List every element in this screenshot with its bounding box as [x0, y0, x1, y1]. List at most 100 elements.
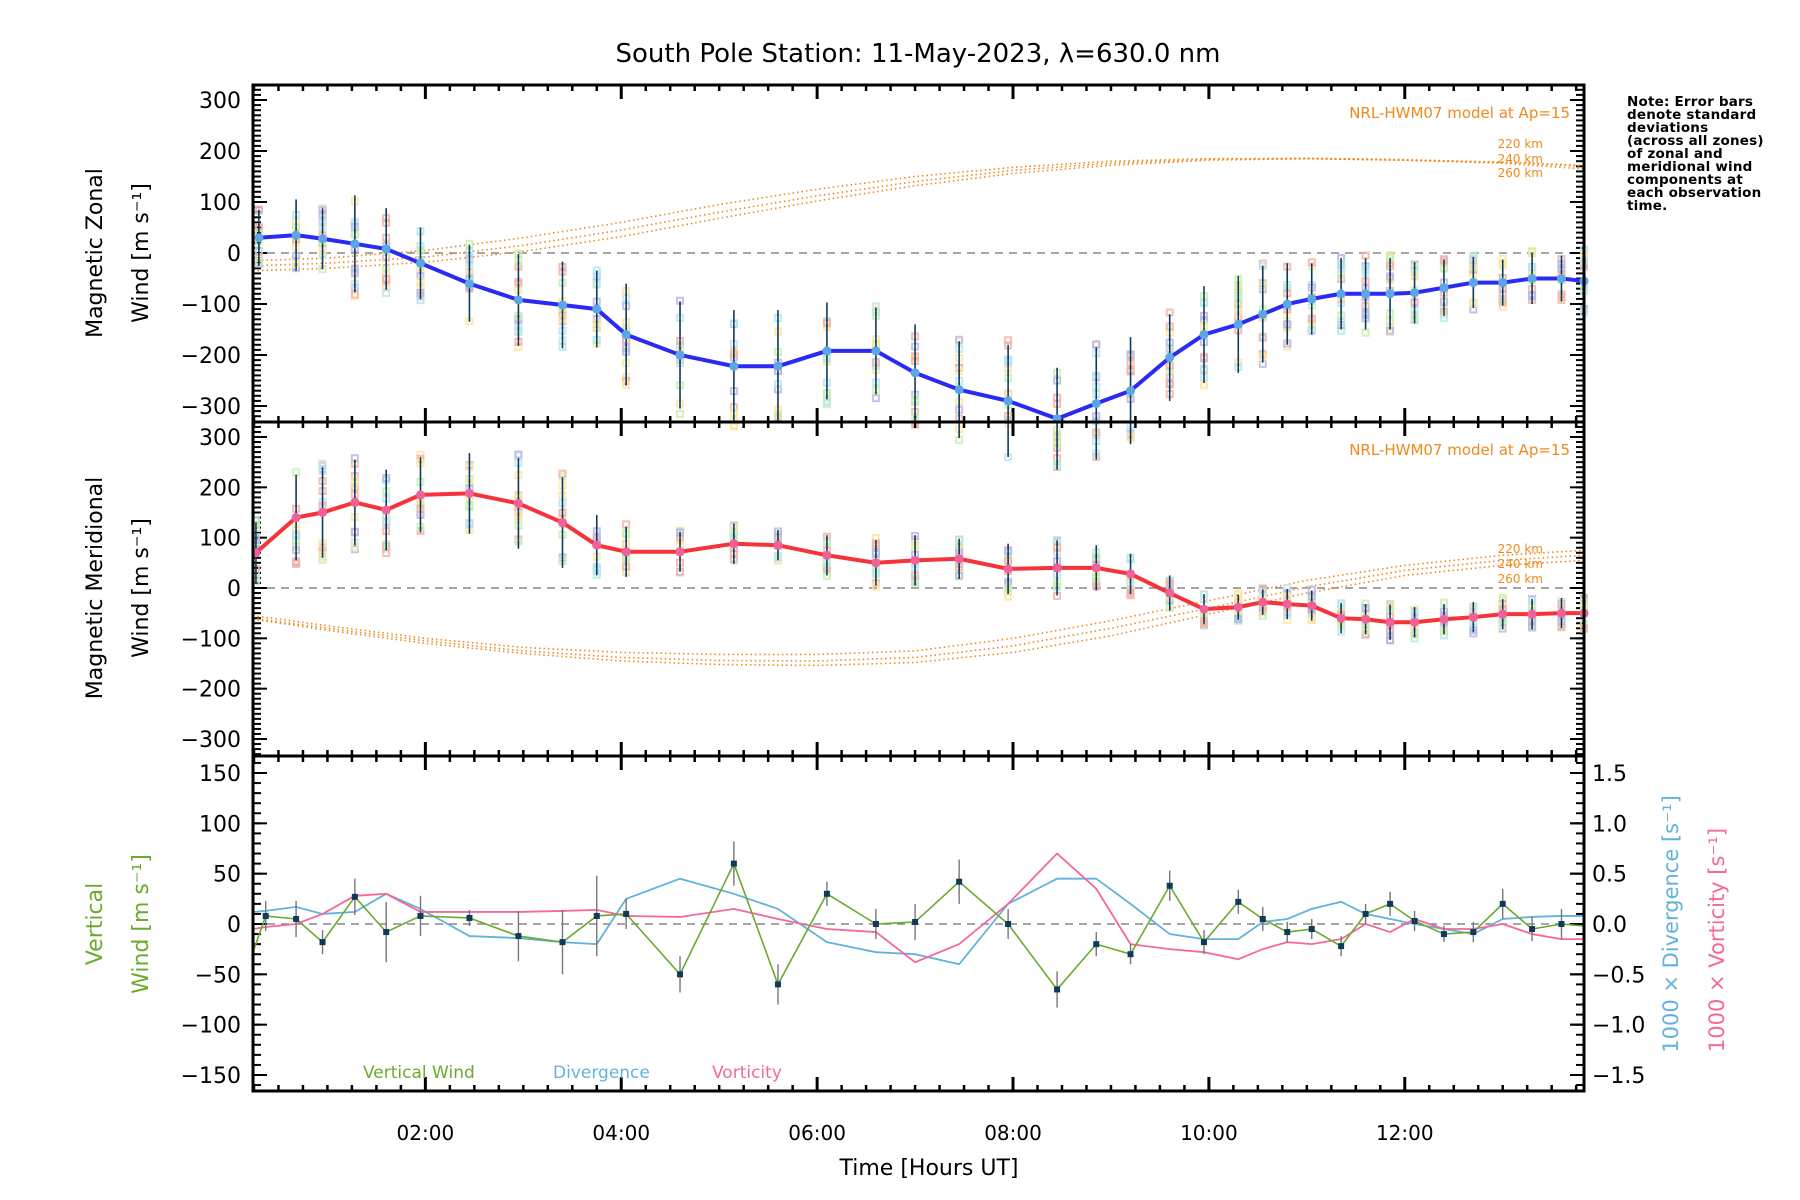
- panel-frame: [251, 754, 1586, 1093]
- model-labels-meridional: NRL-HWM07 model at Ap=15 220 km 240 km 2…: [1349, 441, 1570, 586]
- vertical-wind-point: [1362, 910, 1369, 917]
- wind-data-point: [871, 346, 881, 356]
- legend-vertical-wind: Vertical Wind: [363, 1063, 475, 1083]
- y-tick-label: 100: [199, 191, 241, 216]
- vertical-wind-point: [912, 918, 919, 925]
- y-tick-label: 200: [199, 140, 241, 165]
- zonal-ylabel: Magnetic Zonal Wind [m s⁻¹]: [83, 168, 154, 338]
- legend-vorticity: Vorticity: [712, 1063, 782, 1083]
- wind-data-point: [1468, 612, 1478, 622]
- x-tick-label: 08:00: [984, 1121, 1042, 1145]
- vertical-wind-point: [1005, 921, 1012, 927]
- sample-marker: [822, 398, 831, 407]
- wind-data-point: [1003, 396, 1013, 406]
- y-tick-label: −200: [181, 678, 241, 703]
- vertical-wind-point: [677, 971, 684, 978]
- vertical-wind-point: [1127, 951, 1134, 958]
- sample-marker: [676, 409, 685, 418]
- sample-marker: [318, 459, 327, 468]
- y-tick-label: 300: [199, 89, 241, 114]
- sample-marker: [1004, 336, 1013, 345]
- wind-data-point: [513, 295, 523, 305]
- vertical-wind-point: [623, 910, 630, 917]
- y2-tick-label: −1.0: [1592, 1014, 1645, 1039]
- wind-data-point: [729, 539, 739, 549]
- vertical-wind-point: [1054, 986, 1061, 993]
- x-tick-label: 04:00: [592, 1121, 650, 1145]
- wind-data-point: [1527, 274, 1537, 283]
- wind-data-point: [773, 361, 783, 371]
- wind-data-point: [871, 558, 881, 568]
- y-tick-label: −100: [181, 293, 241, 318]
- y-tick-label: −100: [181, 627, 241, 652]
- wind-data-point: [910, 555, 920, 565]
- vertical-ylabel: Vertical Wind [m s⁻¹]: [83, 854, 154, 994]
- wind-data-point: [1385, 617, 1395, 627]
- wind-data-point: [1361, 614, 1371, 624]
- x-axis-label: Time [Hours UT]: [839, 1156, 1019, 1181]
- y-tick-label: 150: [199, 762, 241, 787]
- x-tick-label: 02:00: [397, 1121, 455, 1145]
- vertical-wind-point: [383, 929, 390, 936]
- model-alt-220-meridional: 220 km: [1498, 542, 1543, 556]
- vertical-wind-point: [774, 981, 781, 988]
- wind-data-point: [1165, 588, 1175, 598]
- model-alt-240-meridional: 240 km: [1498, 557, 1543, 571]
- wind-data-point: [1126, 386, 1136, 396]
- sample-marker: [558, 469, 567, 478]
- divergence-ylabel: 1000 × Divergence [s⁻¹]: [1659, 795, 1683, 1053]
- vertical-wind-point: [559, 939, 566, 946]
- wind-data-point: [350, 497, 360, 507]
- x-tick-label: 10:00: [1180, 1121, 1238, 1145]
- wind-data-point: [1410, 617, 1420, 627]
- wind-data-point: [1336, 613, 1346, 623]
- wind-data-point: [1165, 353, 1175, 363]
- panel-frame: [251, 420, 1586, 758]
- error-bar-note: Note: Error bars denote standard deviati…: [1627, 94, 1764, 214]
- model-curve: [252, 157, 1585, 262]
- vertical-wind-panel: 150 100 50 0 −50 −100 −150 1.5 1.0 0.5 0.0 −0.5 −1.0…: [181, 754, 1645, 1145]
- wind-data-point: [1199, 604, 1209, 614]
- sample-marker: [1361, 328, 1370, 337]
- y-tick-label: 200: [199, 476, 241, 501]
- wind-data-point: [464, 488, 474, 498]
- y-tick-label: 0: [227, 242, 241, 267]
- vertical-wind-point: [823, 890, 830, 897]
- wind-data-point: [1258, 309, 1268, 319]
- vertical-ylabel-line1: Vertical: [83, 883, 108, 965]
- y-tick-label: −300: [181, 395, 241, 420]
- sample-marker: [622, 520, 631, 529]
- wind-data-point: [415, 490, 425, 500]
- vorticity-ylabel: 1000 × Vorticity [s⁻¹]: [1705, 828, 1729, 1052]
- zonal-ylabel-line2: Wind [m s⁻¹]: [129, 183, 154, 323]
- vertical-wind-point: [1259, 915, 1266, 922]
- meridional-ylabel-line2: Wind [m s⁻¹]: [129, 518, 154, 658]
- wind-data-point: [464, 279, 474, 289]
- sample-marker: [382, 289, 391, 298]
- wind-data-point: [381, 505, 391, 515]
- wind-data-point: [729, 361, 739, 371]
- y2-tick-label: 0.0: [1592, 913, 1627, 938]
- wind-data-point: [592, 540, 602, 550]
- wind-data-point: [291, 230, 301, 240]
- vertical-wind-point: [1235, 898, 1242, 905]
- vertical-wind-point: [872, 921, 879, 927]
- vertical-wind-point: [1440, 931, 1447, 938]
- y2-tick-label: 1.5: [1592, 762, 1627, 787]
- wind-data-point: [621, 330, 631, 340]
- wind-data-point: [350, 239, 360, 249]
- wind-data-point: [954, 554, 964, 564]
- wind-data-point: [513, 498, 523, 508]
- wind-data-point: [1282, 299, 1292, 309]
- wind-data-point: [1091, 398, 1101, 408]
- model-curve: [252, 157, 1585, 267]
- wind-data-point: [381, 244, 391, 254]
- wind-series-line: [254, 491, 1584, 625]
- sample-marker: [1199, 381, 1208, 390]
- vertical-wind-point: [1411, 917, 1418, 924]
- meridional-ylabel: Magnetic Meridional Wind [m s⁻¹]: [83, 477, 154, 699]
- wind-data-point: [1410, 288, 1420, 298]
- y2-tick-label: 0.5: [1592, 863, 1627, 888]
- model-label-zonal: NRL-HWM07 model at Ap=15: [1349, 104, 1570, 122]
- wind-data-point: [1233, 319, 1243, 329]
